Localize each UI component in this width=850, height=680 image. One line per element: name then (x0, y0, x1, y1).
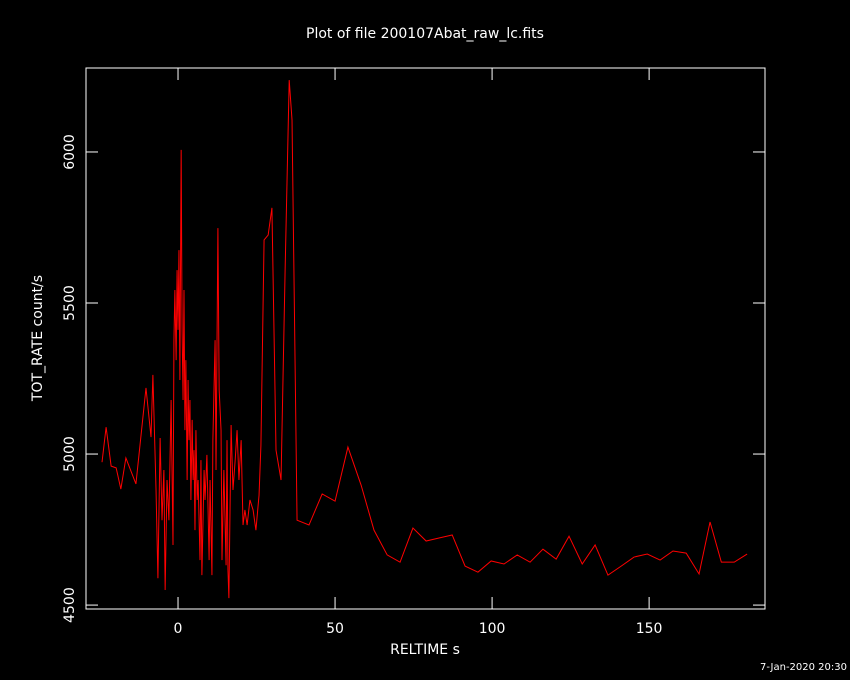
x-tick-label: 0 (174, 621, 183, 637)
data-line (101, 80, 748, 599)
y-axis-label: TOT_RATE count/s (30, 275, 46, 402)
x-tick-label: 100 (479, 621, 506, 637)
y-tick-label: 5000 (62, 436, 78, 472)
y-tick-label: 6000 (62, 134, 78, 170)
x-axis-label: RELTIME s (390, 642, 460, 658)
x-tick-label: 150 (636, 621, 663, 637)
footer: 7-Jan-2020 20:30 (760, 662, 847, 673)
plot-frame (85, 67, 766, 610)
x-tick-label: 50 (326, 621, 344, 637)
y-tick-label: 5500 (62, 285, 78, 321)
chart-title: Plot of file 200107Abat_raw_lc.fits (306, 26, 544, 42)
y-tick-label: 4500 (62, 587, 78, 623)
